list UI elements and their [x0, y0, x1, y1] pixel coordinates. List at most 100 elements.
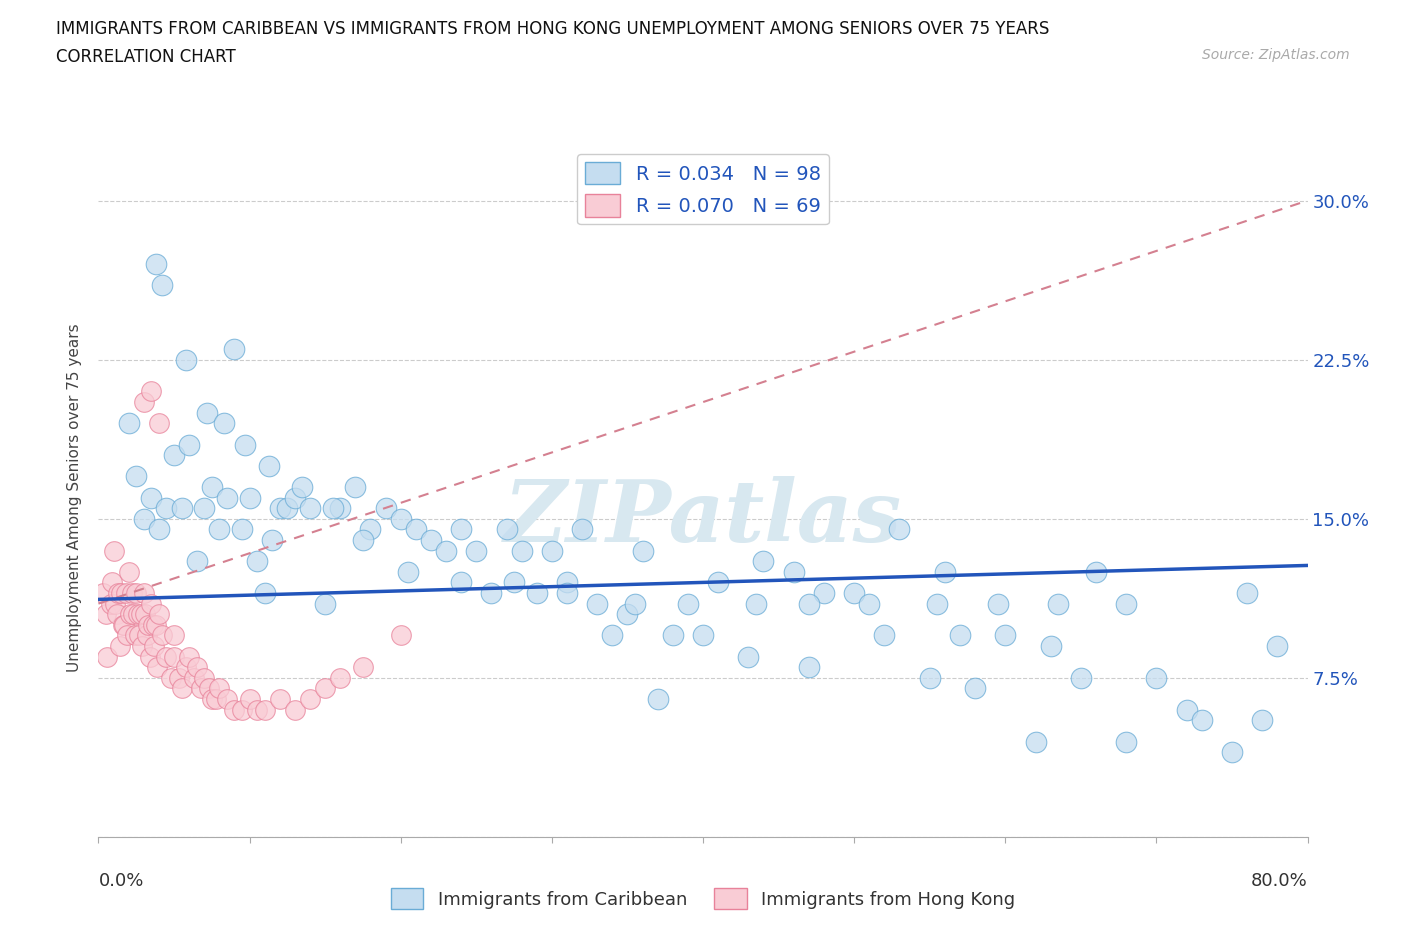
Point	[167, 671, 190, 685]
Point	[420, 533, 443, 548]
Point	[631, 543, 654, 558]
Point	[104, 596, 127, 611]
Text: ZIPatlas: ZIPatlas	[503, 476, 903, 560]
Point	[889, 522, 911, 537]
Point	[586, 596, 609, 611]
Point	[481, 586, 503, 601]
Point	[118, 565, 141, 579]
Point	[965, 681, 987, 696]
Point	[676, 596, 699, 611]
Point	[1039, 639, 1062, 654]
Point	[246, 553, 269, 568]
Point	[389, 628, 412, 643]
Point	[692, 628, 714, 643]
Point	[208, 522, 231, 537]
Point	[150, 278, 173, 293]
Point	[148, 522, 170, 537]
Point	[179, 437, 201, 452]
Point	[262, 533, 284, 548]
Point	[118, 416, 141, 431]
Point	[148, 416, 170, 431]
Point	[813, 586, 835, 601]
Point	[257, 458, 280, 473]
Point	[150, 628, 173, 643]
Point	[145, 257, 167, 272]
Point	[1267, 639, 1289, 654]
Point	[1175, 702, 1198, 717]
Point	[352, 660, 374, 675]
Point	[405, 522, 427, 537]
Point	[212, 416, 235, 431]
Point	[450, 522, 472, 537]
Point	[858, 596, 880, 611]
Point	[555, 586, 578, 601]
Point	[465, 543, 488, 558]
Point	[344, 480, 367, 495]
Point	[1115, 596, 1137, 611]
Point	[1191, 713, 1213, 728]
Point	[129, 606, 152, 621]
Point	[571, 522, 593, 537]
Point	[844, 586, 866, 601]
Point	[136, 618, 159, 632]
Point	[135, 628, 157, 643]
Point	[142, 618, 165, 632]
Point	[141, 490, 163, 505]
Point	[450, 575, 472, 590]
Point	[127, 606, 149, 621]
Point	[624, 596, 647, 611]
Point	[737, 649, 759, 664]
Point	[94, 606, 117, 621]
Point	[108, 639, 131, 654]
Point	[120, 606, 142, 621]
Point	[105, 606, 128, 621]
Point	[201, 480, 224, 495]
Point	[322, 500, 344, 515]
Point	[616, 606, 638, 621]
Point	[396, 565, 419, 579]
Point	[132, 394, 155, 409]
Point	[195, 405, 218, 420]
Point	[352, 533, 374, 548]
Point	[233, 437, 256, 452]
Point	[269, 500, 291, 515]
Point	[186, 660, 208, 675]
Point	[100, 596, 122, 611]
Point	[797, 596, 820, 611]
Point	[1047, 596, 1070, 611]
Point	[163, 649, 186, 664]
Point	[124, 628, 146, 643]
Point	[329, 671, 352, 685]
Point	[112, 618, 135, 632]
Point	[389, 512, 412, 526]
Point	[163, 447, 186, 462]
Text: 0.0%: 0.0%	[98, 872, 143, 890]
Point	[193, 500, 215, 515]
Point	[103, 543, 125, 558]
Point	[541, 543, 564, 558]
Point	[170, 681, 193, 696]
Point	[139, 649, 162, 664]
Point	[752, 553, 775, 568]
Point	[662, 628, 685, 643]
Point	[155, 500, 177, 515]
Point	[205, 692, 228, 707]
Point	[224, 341, 246, 356]
Point	[647, 692, 669, 707]
Point	[1024, 734, 1046, 749]
Point	[183, 671, 205, 685]
Point	[299, 692, 322, 707]
Point	[284, 702, 307, 717]
Point	[128, 628, 150, 643]
Point	[201, 692, 224, 707]
Point	[132, 512, 155, 526]
Point	[174, 352, 197, 367]
Point	[495, 522, 517, 537]
Point	[1236, 586, 1258, 601]
Point	[1251, 713, 1274, 728]
Point	[269, 692, 291, 707]
Point	[115, 628, 138, 643]
Point	[374, 500, 396, 515]
Point	[107, 586, 129, 601]
Point	[96, 649, 118, 664]
